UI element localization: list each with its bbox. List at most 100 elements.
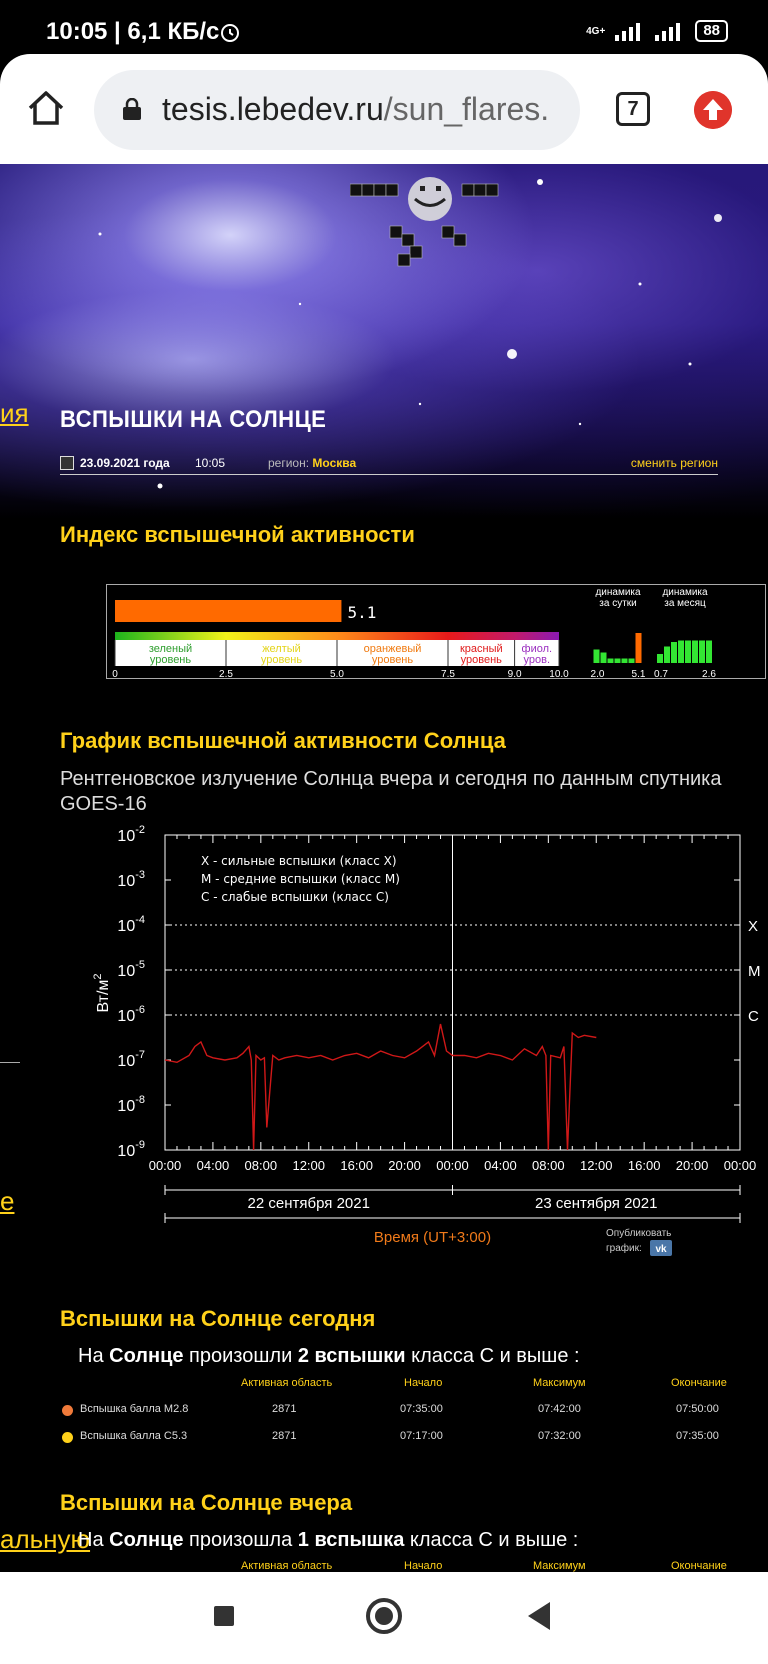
index-value-bar [115, 600, 342, 622]
x-tick-label: 00:00 [724, 1158, 757, 1173]
col-header-max: Максимум [533, 1560, 586, 1572]
col-header-start: Начало [404, 1377, 443, 1389]
time-text: 10:05 [195, 456, 226, 470]
class-level-label: C [748, 1008, 759, 1025]
change-region-link[interactable]: сменить регион [630, 456, 718, 470]
status-time: 10:05 | 6,1 КБ/с [46, 18, 220, 45]
vk-label: vk [655, 1244, 667, 1255]
logo-satellite [350, 177, 499, 267]
flare-start: 07:35:00 [400, 1403, 443, 1415]
flare-area: 2871 [272, 1403, 297, 1415]
activity-index-graphic: 5.1зеленыйуровеньжелтыйуровеньоранжевыйу… [112, 587, 716, 680]
table-row[interactable]: Вспышка балла C5.3 2871 07:17:00 07:32:0… [60, 1430, 760, 1450]
day-dynamics-bar [593, 649, 600, 663]
hero-banner: ВСПЫШКИ НА СОЛНЦЕ 23.09.2021 года 10:05 … [0, 164, 768, 519]
month-dynamics-bar [706, 640, 712, 663]
legend-item: C - слабые вспышки (класс C) [201, 890, 389, 904]
lock-icon [123, 98, 141, 120]
x-tick-label: 08:00 [245, 1158, 278, 1173]
battery-icon: 88 [695, 20, 728, 42]
home-nav-icon[interactable] [366, 1598, 402, 1634]
index-scale-gradient [115, 632, 559, 640]
region-label: регион: [268, 456, 310, 470]
level-label: оранжевый [364, 643, 422, 655]
flare-class-dot [62, 1432, 73, 1443]
table-row[interactable]: Вспышка балла M2.8 2871 07:35:00 07:42:0… [60, 1403, 760, 1423]
x-tick-label: 00:00 [149, 1158, 182, 1173]
recents-icon[interactable] [214, 1606, 234, 1626]
y-tick-label: 10-9 [117, 1139, 145, 1160]
level-label: уровень [461, 654, 503, 666]
legend-item: M - средние вспышки (класс M) [201, 872, 400, 886]
tabs-button[interactable]: 7 [616, 92, 650, 126]
date-text: 23.09.2021 года [80, 456, 170, 470]
summary-sun: Солнце [109, 1345, 184, 1367]
calendar-icon [60, 456, 74, 470]
col-header-area: Активная область [241, 1377, 333, 1389]
month-dynamics-max: 2.6 [702, 669, 716, 680]
status-bar: 10:05 | 6,1 КБ/с 4G+ 88 [0, 0, 768, 64]
url-host: tesis.lebedev.ru [162, 91, 384, 127]
level-label: красный [460, 643, 503, 655]
x-axis-label: Время (UT+3:00) [374, 1229, 491, 1246]
xray-flux-chart: 10-2 10-3 10-4 10-5 10-6 10-7 10-8 10-9 00:00 04:… [92, 824, 761, 1256]
back-icon[interactable] [528, 1602, 550, 1630]
date-label-day2: 23 сентября 2021 [535, 1195, 657, 1212]
x-tick-label: 16:00 [340, 1158, 373, 1173]
month-dynamics-bar [664, 646, 670, 663]
level-label: зеленый [149, 643, 192, 655]
summary-part: На [78, 1345, 110, 1367]
month-dynamics-bar [657, 654, 663, 663]
flare-area: 2871 [272, 1430, 297, 1442]
class-level-label: X [748, 918, 758, 935]
today-title: Вспышки на Солнце сегодня [60, 1306, 376, 1331]
level-label: уровень [150, 654, 192, 666]
x-tick-label: 04:00 [197, 1158, 230, 1173]
system-nav-bar [0, 1572, 768, 1664]
level-label: фиол. [522, 643, 553, 655]
left-edge-link-1[interactable]: ия [0, 398, 29, 428]
region-text: регион: Москва [268, 456, 356, 470]
x-tick-label: 16:00 [628, 1158, 661, 1173]
legend-item: X - сильные вспышки (класс X) [201, 854, 397, 868]
left-edge-link-3[interactable]: альную [0, 1524, 91, 1554]
y-tick-label: 10-6 [117, 1004, 145, 1025]
url-text: tesis.lebedev.ru/sun_flares. [162, 91, 558, 128]
day-dynamics-bar [628, 658, 635, 663]
flare-start: 07:17:00 [400, 1430, 443, 1442]
left-edge-link-2[interactable]: е [0, 1186, 15, 1216]
index-value-label: 5.1 [347, 603, 376, 622]
summary-part: произошли [183, 1345, 298, 1367]
y-tick-label: 10-2 [117, 824, 145, 845]
month-dynamics-bar [685, 640, 691, 663]
flare-max: 07:42:00 [538, 1403, 581, 1415]
day-dynamics-bar [607, 658, 614, 663]
month-dynamics-label: за месяц [664, 598, 706, 609]
col-header-max: Максимум [533, 1377, 586, 1389]
home-icon[interactable] [26, 88, 66, 128]
update-icon[interactable] [694, 91, 732, 129]
day-dynamics-bar [614, 658, 621, 663]
summary-sun: Солнце [109, 1529, 184, 1551]
month-dynamics-bar [699, 640, 705, 663]
level-label: уров. [524, 654, 551, 666]
x-tick-label: 20:00 [388, 1158, 421, 1173]
yesterday-summary: На Солнце произошла 1 вспышка класса С и… [78, 1529, 578, 1552]
browser-toolbar: tesis.lebedev.ru/sun_flares. 7 [0, 54, 768, 164]
month-dynamics-bar [671, 642, 677, 663]
level-label: уровень [261, 654, 303, 666]
xray-graph: 10-2 10-3 10-4 10-5 10-6 10-7 10-8 10-9 00:00 04:… [80, 820, 768, 1280]
y-tick-label: 10-3 [117, 869, 145, 890]
summary-part: На [78, 1529, 110, 1551]
flare-end: 07:50:00 [676, 1403, 719, 1415]
scale-tick-label: 0 [112, 669, 118, 680]
dateline-divider [60, 474, 718, 475]
yesterday-flares-table: Активная область Начало Максимум Окончан… [60, 1560, 760, 1572]
today-flares-table: Активная область Начало Максимум Окончан… [60, 1377, 760, 1457]
graph-subtitle: Рентгеновское излучение Солнца вчера и с… [60, 768, 722, 815]
y-tick-label: 10-4 [117, 914, 145, 935]
address-bar[interactable]: tesis.lebedev.ru/sun_flares. [94, 70, 580, 150]
activity-index-widget: 5.1 зеленый уровень желтый уровень оранжевый у… [106, 584, 766, 680]
summary-part: класса С и выше : [404, 1529, 579, 1551]
vk-share-icon[interactable] [650, 1240, 672, 1256]
